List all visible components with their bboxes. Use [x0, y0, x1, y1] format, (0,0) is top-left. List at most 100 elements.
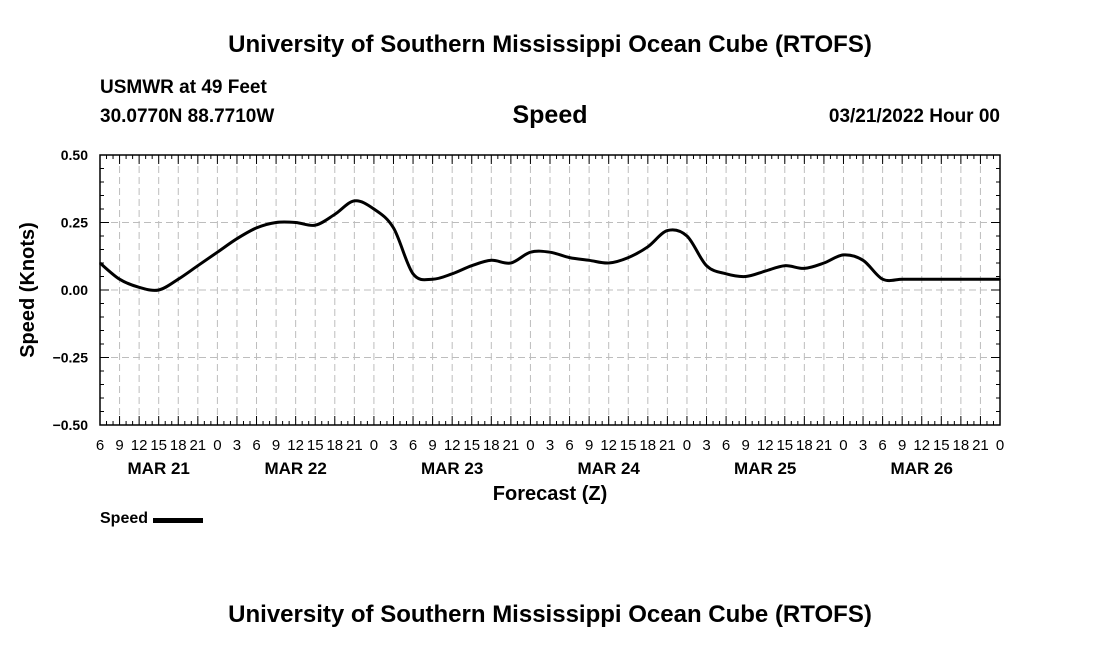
x-tick-label: 6 — [565, 437, 573, 454]
data-point — [783, 264, 786, 267]
data-point — [373, 208, 375, 210]
data-point — [920, 278, 923, 281]
x-tick-label: 21 — [972, 437, 989, 454]
x-tick-label: 3 — [389, 437, 397, 454]
day-label: MAR 21 — [128, 459, 190, 478]
x-tick-label: 15 — [620, 437, 637, 454]
x-tick-label: 0 — [213, 437, 221, 454]
data-point — [705, 264, 708, 267]
data-point — [960, 278, 962, 281]
day-label: MAR 22 — [264, 459, 326, 478]
data-point — [901, 278, 903, 281]
x-tick-label: 12 — [913, 437, 930, 454]
data-point — [803, 267, 806, 270]
data-point — [177, 278, 180, 281]
data-point — [529, 251, 532, 253]
x-tick-label: 18 — [483, 437, 500, 454]
x-axis-label: Forecast (Z) — [493, 483, 607, 505]
x-tick-label: 9 — [898, 437, 906, 454]
data-point — [647, 246, 649, 248]
data-point — [333, 213, 336, 216]
data-point — [881, 278, 884, 281]
coordinates-label: 30.0770N 88.7710W — [100, 106, 275, 127]
x-tick-label: 0 — [683, 437, 691, 454]
data-point — [451, 273, 453, 275]
data-point — [823, 262, 825, 264]
x-tick-label: 12 — [600, 437, 617, 454]
data-point — [197, 264, 199, 267]
x-tick-label: 21 — [659, 437, 676, 454]
data-point — [118, 278, 121, 281]
data-point — [979, 278, 982, 281]
x-tick-label: 12 — [287, 437, 304, 454]
data-point — [940, 278, 943, 281]
data-point — [764, 270, 767, 272]
x-tick-label: 18 — [170, 437, 187, 454]
data-point — [392, 227, 395, 229]
y-tick-label: −0.25 — [53, 350, 89, 366]
data-point — [138, 286, 140, 289]
x-tick-label: 0 — [370, 437, 378, 454]
x-tick-label: 21 — [189, 437, 206, 454]
axis-labels: 6 9 12 15 18 21 0 3 6 9 12 15 18 21 0 3 6 9 12 15 18 21 0 3 6 9 12… — [53, 147, 1005, 478]
data-point — [510, 262, 512, 264]
data-point — [568, 256, 571, 259]
x-tick-label: 18 — [796, 437, 813, 454]
data-point — [314, 224, 317, 226]
day-label: MAR 24 — [578, 459, 641, 478]
x-tick-label: 21 — [503, 437, 520, 454]
x-tick-label: 9 — [585, 437, 593, 454]
data-point — [607, 262, 610, 264]
chart-title-top: University of Southern Mississippi Ocean… — [228, 31, 872, 58]
data-point — [412, 273, 414, 275]
x-tick-label: 3 — [546, 437, 554, 454]
data-point — [725, 273, 727, 275]
data-point — [549, 251, 551, 253]
x-tick-label: 6 — [96, 437, 104, 454]
station-label: USMWR at 49 Feet — [100, 77, 267, 98]
x-tick-label: 18 — [639, 437, 656, 454]
day-label: MAR 26 — [891, 459, 953, 478]
x-tick-label: 15 — [307, 437, 324, 454]
day-label: MAR 25 — [734, 459, 796, 478]
y-axis-label: Speed (Knots) — [17, 222, 39, 358]
x-tick-label: 3 — [233, 437, 241, 454]
data-point — [431, 278, 434, 281]
x-tick-label: 0 — [996, 437, 1004, 454]
x-tick-label: 0 — [526, 437, 534, 454]
x-tick-label: 15 — [933, 437, 950, 454]
data-point — [862, 259, 864, 262]
x-tick-label: 18 — [326, 437, 343, 454]
y-tick-label: −0.50 — [53, 417, 89, 433]
x-tick-label: 6 — [252, 437, 260, 454]
x-tick-label: 9 — [115, 437, 123, 454]
data-point — [686, 235, 688, 237]
x-tick-label: 12 — [131, 437, 148, 454]
x-tick-label: 18 — [953, 437, 970, 454]
data-point — [999, 278, 1001, 281]
x-tick-label: 3 — [702, 437, 710, 454]
x-tick-label: 0 — [839, 437, 847, 454]
data-point — [275, 221, 277, 224]
legend: Speed — [100, 510, 204, 528]
data-point — [216, 251, 219, 253]
x-tick-label: 15 — [776, 437, 793, 454]
data-point — [666, 229, 669, 232]
x-tick-label: 12 — [757, 437, 774, 454]
grid — [100, 155, 1000, 425]
x-tick-label: 9 — [428, 437, 436, 454]
axis-ticks — [99, 154, 1001, 426]
x-tick-label: 6 — [878, 437, 886, 454]
date-label: 03/21/2022 Hour 00 — [828, 106, 1000, 127]
x-tick-label: 12 — [444, 437, 461, 454]
data-point — [744, 275, 747, 278]
x-tick-label: 9 — [272, 437, 280, 454]
data-point — [99, 262, 101, 264]
series-layer — [99, 199, 1001, 292]
data-point — [588, 259, 590, 262]
legend-label: Speed — [100, 510, 149, 527]
x-tick-label: 6 — [722, 437, 730, 454]
x-tick-label: 21 — [346, 437, 363, 454]
x-tick-label: 15 — [463, 437, 480, 454]
data-point — [842, 254, 845, 256]
